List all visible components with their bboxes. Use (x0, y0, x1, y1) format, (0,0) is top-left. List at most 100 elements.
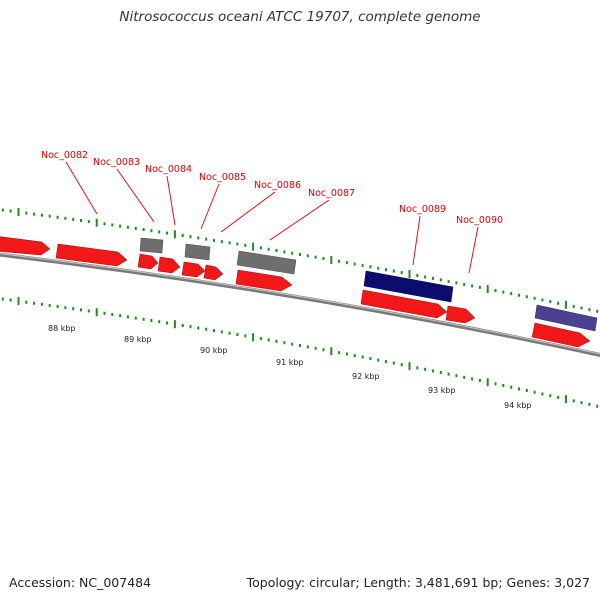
upper-minor-tick (361, 263, 364, 267)
upper-minor-tick (197, 236, 200, 240)
callout-line-noc0089 (412, 215, 421, 266)
map-title: Nitrosococcus oceani ATCC 19707, complet… (119, 9, 481, 25)
lower-minor-tick (306, 345, 309, 349)
gene-label-noc0087[interactable]: Noc_0087 (308, 188, 355, 199)
lower-minor-tick (236, 333, 239, 336)
lower-minor-tick (244, 334, 247, 338)
upper-minor-tick (588, 308, 591, 312)
cds-noc0090-arrow[interactable] (445, 305, 476, 324)
upper-minor-tick (478, 285, 481, 289)
lower-minor-tick (431, 369, 434, 373)
upper-major-tick (17, 208, 20, 216)
lower-minor-tick (134, 316, 137, 320)
lower-minor-tick (267, 338, 270, 342)
lower-major-tick (252, 333, 255, 342)
upper-minor-tick (48, 214, 51, 218)
kbp-label-89: 89 kbp (124, 335, 152, 344)
callout-line-noc0090 (468, 226, 479, 274)
genome-summary-text: Topology: circular; Length: 3,481,691 bp… (246, 575, 590, 590)
genome-backbone-highlight (0, 253, 600, 355)
lower-minor-tick (291, 342, 294, 346)
upper-minor-tick (596, 309, 599, 313)
lower-minor-tick (283, 341, 286, 345)
gene-label-noc0089[interactable]: Noc_0089 (399, 204, 446, 215)
cds-right-arrow[interactable] (531, 322, 591, 348)
lower-minor-tick (478, 379, 481, 382)
upper-minor-tick (166, 231, 169, 235)
upper-minor-tick (9, 209, 12, 213)
upper-minor-tick (244, 243, 247, 247)
upper-minor-tick (502, 290, 505, 294)
lower-minor-tick (447, 372, 450, 376)
upper-minor-tick (25, 211, 28, 215)
gene-label-noc0083[interactable]: Noc_0083 (93, 157, 140, 168)
lower-minor-tick (111, 313, 114, 316)
feature-noc0085-block[interactable] (184, 243, 211, 261)
cds-noc0082-arrow[interactable] (0, 236, 51, 256)
kbp-label-88: 88 kbp (48, 324, 76, 333)
upper-minor-tick (353, 262, 356, 266)
lower-minor-tick (424, 367, 427, 371)
callout-line-noc0083 (116, 168, 155, 223)
lower-minor-tick (158, 320, 161, 324)
upper-minor-tick (134, 226, 137, 230)
cds-noc0082b-arrow[interactable] (55, 243, 128, 267)
lower-minor-tick (572, 399, 575, 403)
kbp-label-91: 91 kbp (276, 358, 304, 367)
cds-noc0084b-arrow[interactable] (157, 256, 181, 274)
lower-tick-row (1, 297, 599, 408)
lower-minor-tick (549, 394, 552, 398)
lower-minor-tick (322, 348, 325, 352)
gene-label-noc0084[interactable]: Noc_0084 (145, 164, 192, 175)
upper-minor-tick (275, 249, 278, 252)
upper-minor-tick (322, 257, 325, 260)
feature-right-block[interactable] (534, 304, 598, 332)
lower-minor-tick (361, 355, 364, 359)
upper-minor-tick (189, 235, 192, 239)
upper-minor-tick (119, 224, 122, 228)
cds-noc0089-arrow[interactable] (360, 289, 448, 319)
upper-minor-tick (142, 228, 145, 231)
lower-minor-tick (119, 314, 122, 318)
feature-ring-lower (0, 236, 591, 348)
upper-minor-tick (549, 300, 552, 303)
upper-minor-tick (299, 253, 301, 256)
cds-noc0084-arrow[interactable] (137, 253, 159, 270)
cds-noc0086-arrow[interactable] (203, 264, 224, 281)
lower-minor-tick (518, 387, 520, 391)
upper-minor-tick (463, 282, 466, 286)
lower-minor-tick (56, 305, 59, 308)
lower-minor-tick (494, 382, 497, 386)
upper-minor-tick (64, 216, 67, 220)
gene-label-noc0082[interactable]: Noc_0082 (41, 150, 88, 161)
upper-minor-tick (416, 274, 419, 277)
cds-noc0085-arrow[interactable] (181, 261, 206, 278)
lower-minor-tick (353, 354, 356, 358)
feature-noc0089-block[interactable] (363, 270, 454, 303)
upper-minor-tick (431, 276, 434, 280)
upper-minor-tick (455, 281, 458, 285)
callout-line-noc0086 (220, 191, 276, 233)
lower-major-tick (173, 320, 176, 329)
lower-minor-tick (455, 374, 458, 378)
upper-minor-tick (533, 296, 536, 300)
callout-line-noc0082 (65, 161, 98, 215)
upper-minor-tick (572, 304, 575, 308)
lower-minor-tick (338, 351, 341, 355)
upper-minor-tick (518, 293, 520, 297)
upper-minor-tick (56, 215, 59, 219)
lower-minor-tick (533, 390, 536, 394)
feature-noc0087-block[interactable] (236, 250, 297, 275)
upper-minor-tick (150, 229, 153, 233)
upper-minor-tick (291, 251, 294, 255)
gene-label-noc0090[interactable]: Noc_0090 (456, 215, 503, 226)
upper-minor-tick (72, 217, 75, 221)
feature-noc0083-block[interactable] (139, 237, 164, 254)
upper-minor-tick (87, 220, 90, 224)
cds-noc0087-arrow[interactable] (235, 269, 293, 292)
callout-line-noc0084 (166, 175, 176, 226)
lower-major-tick (564, 395, 567, 404)
gene-label-noc0085[interactable]: Noc_0085 (199, 172, 246, 183)
upper-minor-tick (385, 268, 387, 272)
gene-label-noc0086[interactable]: Noc_0086 (254, 180, 301, 191)
